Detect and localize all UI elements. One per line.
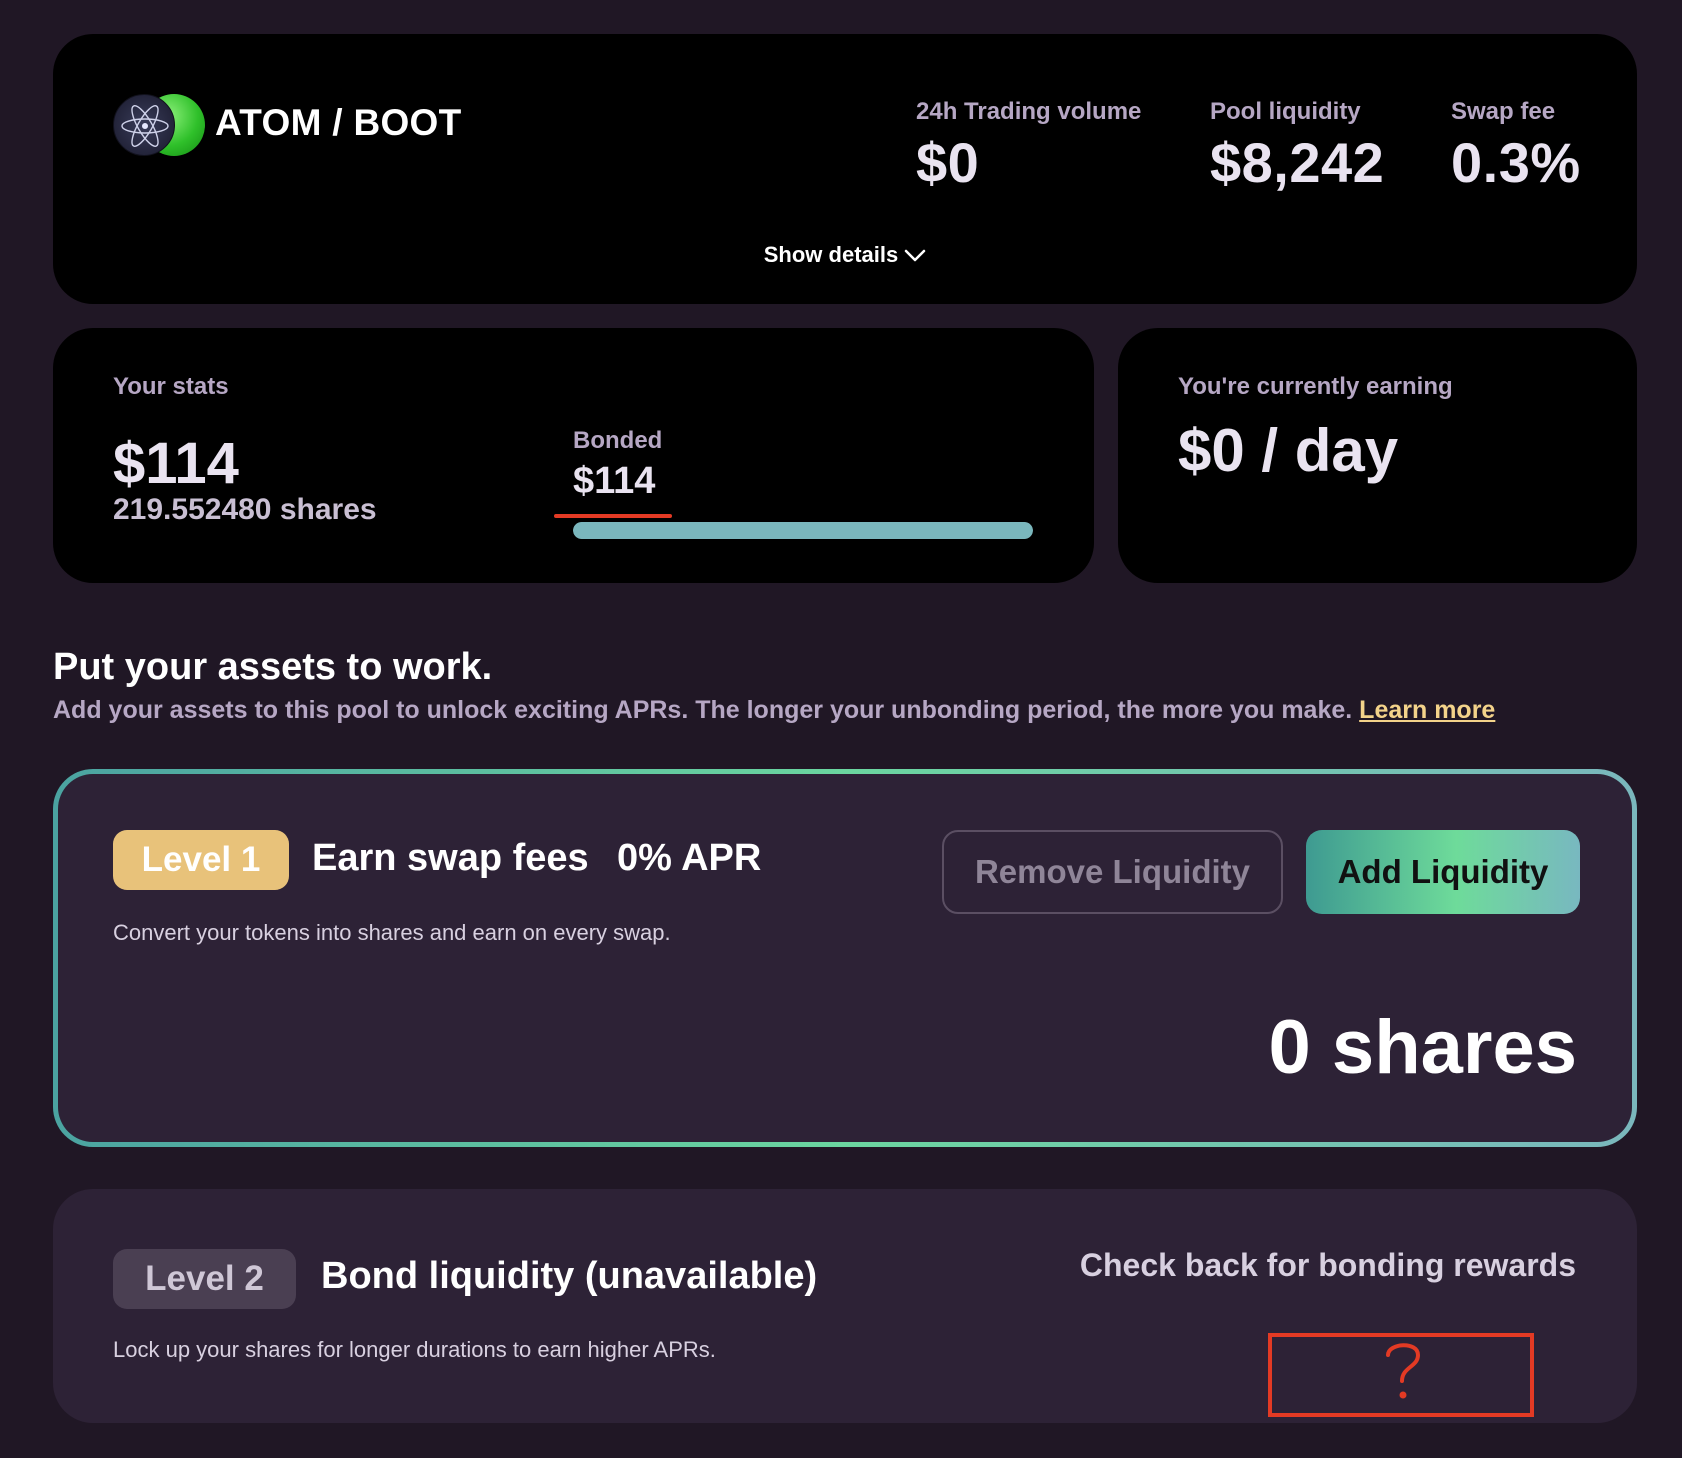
metric-label: Pool liquidity: [1210, 98, 1361, 125]
learn-more-link[interactable]: Learn more: [1359, 696, 1496, 724]
check-back-text: Check back for bonding rewards: [1079, 1247, 1576, 1283]
level1-description: Convert your tokens into shares and earn…: [113, 920, 671, 945]
level1-card: Level 1 Earn swap fees 0% APR Convert yo…: [58, 774, 1632, 1142]
annotation-box: [1268, 1333, 1534, 1417]
bonded-label: Bonded: [573, 427, 663, 454]
level1-card-border: Level 1 Earn swap fees 0% APR Convert yo…: [53, 769, 1637, 1147]
pool-header-card: ATOM / BOOT 24h Trading volume $0 Pool l…: [53, 34, 1637, 304]
level1-apr: 0% APR: [617, 837, 762, 879]
remove-liquidity-button[interactable]: Remove Liquidity: [942, 830, 1283, 914]
bonded-progress-fill: [573, 522, 1033, 539]
level2-title: Bond liquidity (unavailable): [321, 1255, 818, 1297]
your-stats-card: Your stats $114 219.552480 shares Bonded…: [53, 328, 1094, 583]
metric-pool-liquidity: Pool liquidity $8,242: [1210, 98, 1384, 195]
assets-section-title: Put your assets to work.: [53, 646, 493, 688]
level1-title: Earn swap fees: [312, 837, 589, 879]
add-liquidity-button[interactable]: Add Liquidity: [1306, 830, 1580, 914]
annotation-underline: [554, 514, 672, 518]
pool-title: ATOM / BOOT: [215, 102, 462, 143]
metric-label: 24h Trading volume: [916, 98, 1142, 125]
stats-shares: 219.552480 shares: [113, 493, 377, 526]
earning-card: You're currently earning $0 / day: [1118, 328, 1637, 583]
level2-badge: Level 2: [113, 1249, 296, 1309]
assets-description-text: Add your assets to this pool to unlock e…: [53, 696, 1353, 724]
metric-swap-fee: Swap fee 0.3%: [1451, 98, 1581, 195]
pool-logos: [113, 94, 208, 158]
metric-value: $8,242: [1210, 131, 1385, 194]
metric-label: Swap fee: [1451, 98, 1556, 125]
earning-title: You're currently earning: [1178, 373, 1453, 400]
level2-description: Lock up your shares for longer durations…: [113, 1337, 716, 1362]
atom-icon: [113, 94, 175, 156]
metric-value: $0: [916, 131, 980, 194]
chevron-down-icon: [904, 243, 926, 269]
level1-badge: Level 1: [113, 830, 289, 890]
show-details-button[interactable]: Show details: [53, 242, 1637, 269]
earning-value: $0 / day: [1178, 417, 1399, 484]
bonded-value: $114: [573, 460, 656, 502]
level2-card: Level 2 Bond liquidity (unavailable) Loc…: [53, 1189, 1637, 1423]
metric-value: 0.3%: [1451, 131, 1581, 194]
bonded-progress-bar: [573, 522, 1033, 539]
level1-shares: 0 shares: [1268, 1005, 1577, 1090]
assets-section-description: Add your assets to this pool to unlock e…: [53, 696, 1495, 725]
stats-title: Your stats: [113, 373, 229, 400]
question-mark-icon: [1378, 1337, 1428, 1412]
metric-trading-volume: 24h Trading volume $0: [916, 98, 1141, 195]
show-details-label: Show details: [763, 242, 899, 267]
stats-value: $114: [113, 431, 239, 496]
